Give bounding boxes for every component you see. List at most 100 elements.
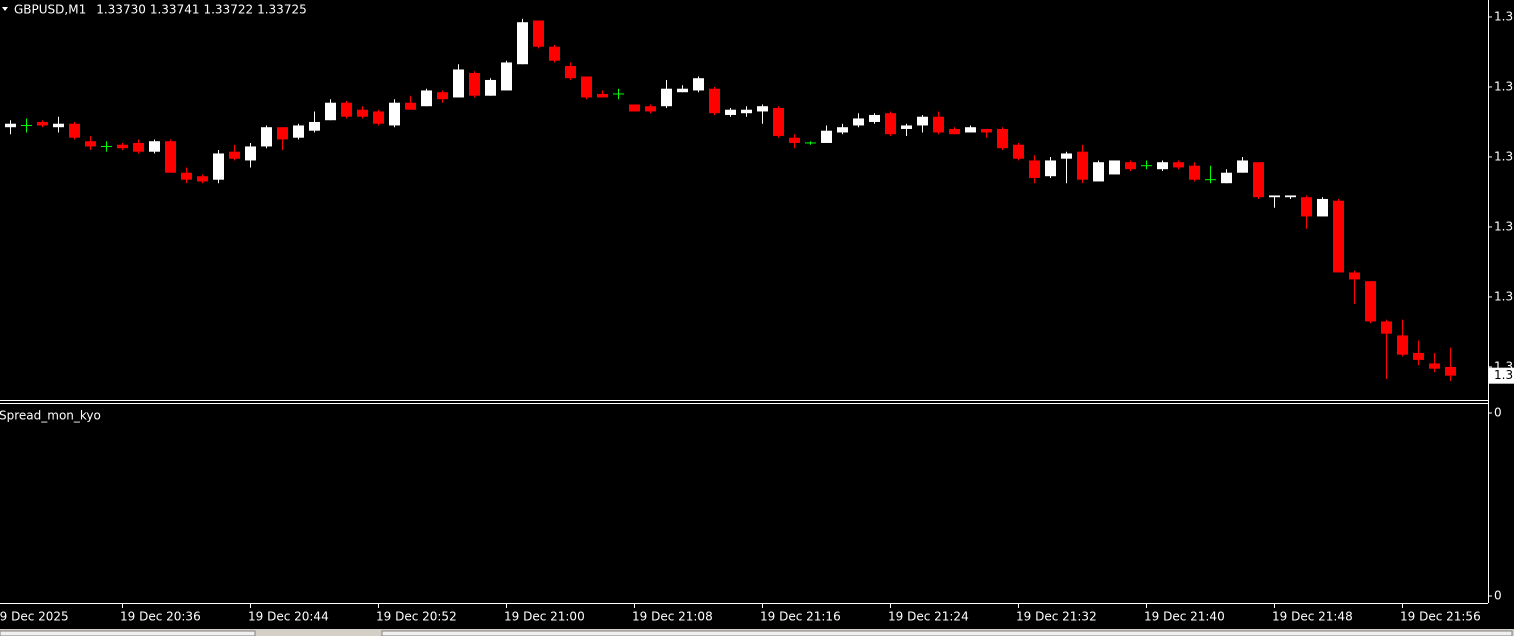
candle-body	[357, 109, 368, 117]
candle-body	[1397, 335, 1408, 355]
x-tick-label: 19 Dec 20:36	[120, 610, 201, 624]
candle-body	[53, 123, 64, 128]
candle-body	[1125, 162, 1136, 170]
candle-body	[405, 102, 416, 110]
y-tick-label: 1.3	[1494, 9, 1513, 23]
candle-body	[1429, 363, 1440, 369]
candle-body	[1061, 153, 1072, 159]
x-tick-label: 19 Dec 21:08	[632, 610, 713, 624]
candle-body	[1013, 144, 1024, 159]
candle-body	[213, 153, 224, 180]
tab[interactable]	[381, 630, 1513, 636]
x-tick-label: 19 Dec 21:40	[1144, 610, 1225, 624]
candle-body	[1413, 352, 1424, 360]
candle-body	[85, 141, 96, 147]
candle-body	[885, 113, 896, 135]
candle-body	[901, 125, 912, 129]
candle-body	[549, 46, 560, 61]
candle-body	[821, 130, 832, 143]
candle-body	[709, 88, 720, 114]
header-value: 1.33725	[257, 3, 307, 17]
header-value: 1.33730	[96, 3, 146, 17]
tab[interactable]	[0, 630, 256, 636]
price-tag	[1489, 367, 1514, 384]
candle-body	[309, 121, 320, 131]
candle-body	[1253, 162, 1264, 198]
candle-body	[437, 92, 448, 100]
candle-body	[453, 69, 464, 98]
x-tick-label: 19 Dec 21:24	[888, 610, 969, 624]
candle-body	[1077, 151, 1088, 180]
candle-body	[789, 137, 800, 143]
candle-body	[645, 106, 656, 112]
menu-arrow[interactable]	[2, 7, 8, 11]
candle-body	[1381, 321, 1392, 334]
y-tick-label: 1.3	[1494, 289, 1513, 303]
candle-body	[181, 172, 192, 180]
y-tick-label: 1.3	[1494, 149, 1513, 163]
candle-body	[853, 118, 864, 126]
candle-body	[117, 144, 128, 149]
candle-body	[245, 146, 256, 161]
x-tick-label: 19 Dec 20:44	[248, 610, 329, 624]
candle-body	[1301, 197, 1312, 217]
x-tick-label: 19 Dec 21:16	[760, 610, 841, 624]
candle-body	[373, 111, 384, 124]
y-tick-label: 1.3	[1494, 79, 1513, 93]
candle-body	[133, 142, 144, 152]
candle-body	[5, 123, 16, 128]
y-tick-label: 0	[1494, 406, 1502, 420]
indicator-title: Spread_mon_kyo	[0, 409, 101, 423]
symbol-title: GBPUSD,M1	[14, 3, 86, 17]
candle-body	[677, 88, 688, 93]
candle-body	[421, 90, 432, 107]
candle-body	[197, 176, 208, 182]
candle-body	[581, 76, 592, 98]
candle-body	[165, 141, 176, 173]
candle-body	[325, 102, 336, 121]
candle-body	[1349, 272, 1360, 280]
candle-body	[277, 127, 288, 140]
candle-body	[757, 106, 768, 112]
candle-body	[1045, 160, 1056, 177]
candle-body	[1029, 160, 1040, 178]
candle-body	[517, 22, 528, 65]
header-value: 1.33722	[203, 3, 253, 17]
candle-body	[565, 65, 576, 79]
price-tag-label: 1.3	[1494, 368, 1513, 382]
candle-body	[149, 141, 160, 152]
candle-body	[981, 128, 992, 133]
candle-body	[661, 88, 672, 107]
candle-body	[725, 109, 736, 115]
candle-body	[485, 79, 496, 96]
candle-body	[1285, 195, 1296, 198]
x-tick-label: 19 Dec 20:52	[376, 610, 457, 624]
x-tick-label: 19 Dec 21:48	[1272, 610, 1353, 624]
candle-body	[533, 20, 544, 47]
header-value: 1.33741	[150, 3, 200, 17]
candle-body	[469, 72, 480, 96]
candle-body	[965, 127, 976, 133]
candle-body	[773, 107, 784, 136]
candle-body	[389, 102, 400, 126]
y-tick-label: 0	[1494, 589, 1502, 603]
candle-body	[1221, 172, 1232, 184]
candle-body	[501, 62, 512, 91]
candle-body	[741, 109, 752, 114]
candle-body	[693, 78, 704, 91]
candle-body	[261, 127, 272, 147]
candle-body	[933, 116, 944, 133]
candle-body	[869, 114, 880, 122]
candle-body	[1445, 366, 1456, 376]
x-tick-label: 19 Dec 2025	[0, 610, 69, 624]
candle-body	[1093, 162, 1104, 182]
candle-body	[1365, 281, 1376, 322]
candle-body	[1189, 165, 1200, 180]
candle-body	[1109, 160, 1120, 175]
x-tick-label: 19 Dec 21:56	[1400, 610, 1481, 624]
candle-body	[229, 151, 240, 159]
candle-body	[1317, 198, 1328, 217]
candle-body	[917, 116, 928, 126]
